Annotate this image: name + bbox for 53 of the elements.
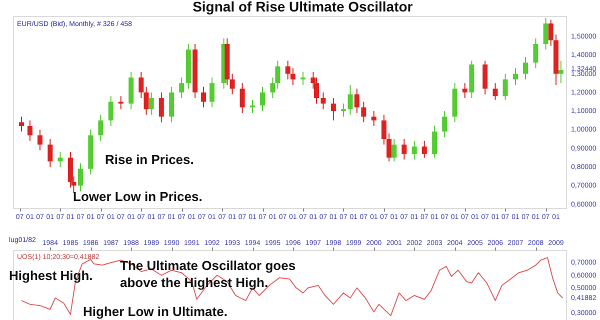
annotation: Higher Low in Ultimate. [83, 304, 228, 319]
candlestick [533, 38, 538, 69]
candlestick [392, 138, 397, 162]
annotation: Lower Low in Prices. [73, 189, 202, 204]
candlestick [512, 68, 518, 86]
candlestick [330, 98, 336, 121]
candlestick [240, 82, 245, 114]
candlestick [260, 86, 266, 112]
candlestick [201, 86, 206, 108]
candlestick [432, 125, 438, 158]
candlestick [148, 92, 154, 116]
candlestick [78, 162, 83, 192]
candlestick [502, 73, 508, 100]
candlestick [348, 84, 353, 116]
candlestick [558, 60, 564, 84]
candlestick [230, 73, 235, 95]
candlestick [492, 82, 498, 100]
candlestick [27, 120, 32, 142]
candlestick [320, 92, 326, 110]
candlestick [442, 110, 448, 138]
candlestick [412, 140, 417, 160]
candlestick [48, 138, 53, 168]
candlestick [210, 77, 215, 108]
candlestick [543, 17, 548, 50]
candlestick [250, 99, 255, 114]
candlestick [285, 60, 290, 80]
candlestick [361, 101, 366, 123]
chart-title: Signal of Rise Ultimate Oscillator [192, 0, 414, 14]
candlestick [144, 86, 149, 116]
candlestick [402, 138, 407, 160]
candlestick [118, 96, 124, 110]
candlestick [18, 116, 24, 132]
candlestick [290, 68, 296, 86]
candlestick [37, 129, 42, 151]
candlestick [270, 77, 276, 99]
candlestick [58, 152, 63, 168]
annotation: Rise in Prices. [105, 152, 194, 167]
candlestick [386, 132, 392, 162]
candlestick [340, 103, 346, 118]
candlestick [98, 114, 104, 142]
candlestick [381, 114, 386, 146]
candlestick [179, 77, 184, 99]
candlestick [422, 140, 427, 158]
candlestick [462, 82, 468, 99]
candlestick [275, 60, 280, 90]
candlestick [108, 96, 114, 126]
candlestick [548, 19, 554, 46]
candlestick [523, 56, 528, 80]
candlestick [371, 110, 376, 126]
candlestick [300, 71, 306, 86]
candlestick [354, 88, 360, 114]
candlestick [138, 71, 144, 99]
candlestick [158, 92, 164, 123]
